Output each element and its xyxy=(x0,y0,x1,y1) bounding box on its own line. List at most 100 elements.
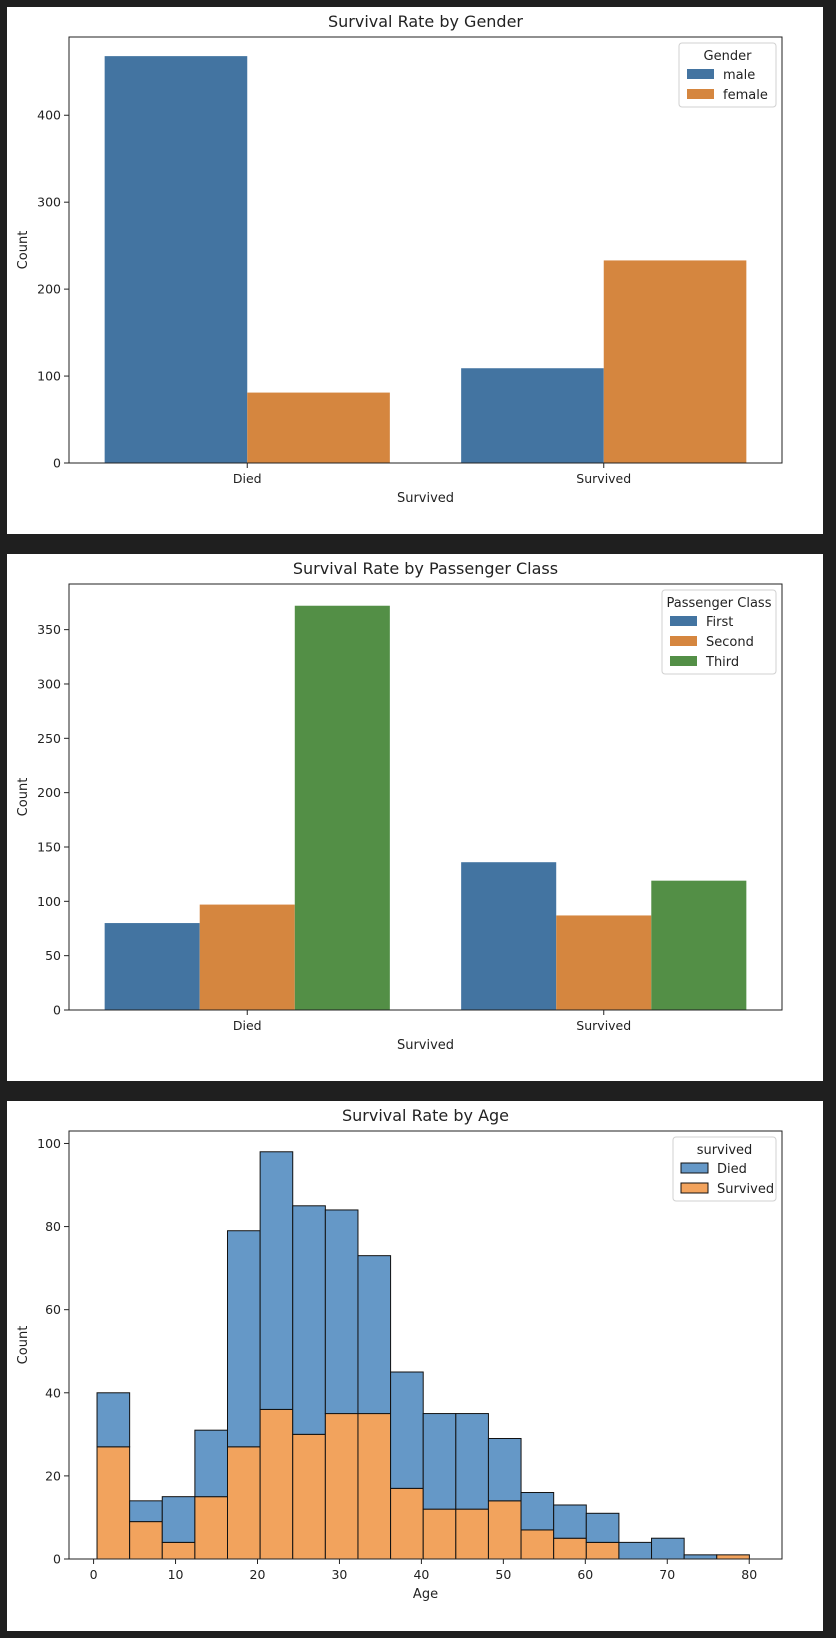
hist-bar-survived xyxy=(324,1413,359,1560)
hist-bar-survived xyxy=(422,1508,457,1560)
hist-bar-died xyxy=(194,1429,228,1498)
y-tick-label: 80 xyxy=(45,1219,61,1234)
plot-frame xyxy=(68,1130,783,1560)
hist-bar-died xyxy=(683,1554,718,1560)
legend: survived Died Survived xyxy=(672,1136,777,1202)
hist-bar-survived xyxy=(129,1521,163,1560)
hist-bar-died xyxy=(651,1537,685,1560)
hist-bar-died xyxy=(553,1504,587,1539)
y-tick-label: 250 xyxy=(37,731,61,746)
y-tick-label: 0 xyxy=(53,456,61,471)
y-axis-label: Count xyxy=(16,778,31,817)
x-tick-label: Survived xyxy=(576,1018,631,1033)
x-tick-label: 70 xyxy=(659,1567,675,1582)
bar-first-survived xyxy=(461,862,557,1010)
x-tick-label: 40 xyxy=(413,1567,429,1582)
x-tick-label: 20 xyxy=(250,1567,266,1582)
legend-swatch-died xyxy=(680,1162,709,1174)
class-bar-chart: Survival Rate by Passenger Class 0 50 100 15… xyxy=(16,559,783,1053)
x-tick-label: Died xyxy=(233,1018,262,1033)
hist-bar-survived xyxy=(716,1554,750,1560)
legend: Passenger Class First Second Third xyxy=(661,589,777,675)
legend-label-survived: Survived xyxy=(717,1182,774,1197)
hist-bar-died xyxy=(96,1392,131,1448)
hist-bar-survived xyxy=(357,1413,392,1560)
hist-bar-survived xyxy=(455,1508,489,1560)
hist-bar-died xyxy=(357,1255,392,1415)
hist-bar-survived xyxy=(96,1446,131,1560)
hist-bar-survived xyxy=(390,1487,424,1560)
legend-label-second: Second xyxy=(706,635,754,650)
hist-bar-died xyxy=(487,1437,522,1502)
x-tick-label: 60 xyxy=(577,1567,593,1582)
x-axis-label: Survived xyxy=(397,491,454,506)
legend-swatch-female xyxy=(687,89,714,99)
bar-second-survived xyxy=(556,915,652,1010)
legend-label-male: male xyxy=(723,68,755,83)
x-axis-label: Age xyxy=(413,1587,438,1602)
hist-bar-died xyxy=(292,1205,326,1435)
hist-bar-died xyxy=(585,1512,620,1543)
x-tick-label: 80 xyxy=(741,1567,757,1582)
y-tick-label: 20 xyxy=(45,1468,61,1483)
legend-title: survived xyxy=(697,1143,753,1158)
bar-female-died xyxy=(247,392,390,463)
y-tick-label: 300 xyxy=(37,676,61,691)
y-tick-label: 50 xyxy=(45,948,61,963)
chart-title: Survival Rate by Gender xyxy=(328,12,523,31)
plot-frame xyxy=(68,36,783,464)
y-tick-label: 300 xyxy=(37,195,61,210)
hist-bar-survived xyxy=(487,1500,522,1560)
hist-bar-survived xyxy=(520,1529,555,1560)
hist-bar-died xyxy=(455,1413,489,1510)
y-tick-label: 200 xyxy=(37,785,61,800)
hist-bar-died xyxy=(520,1492,555,1531)
chart-panel-age: Survival Rate by Age 0 20 40 60 80 100 0 10 20 30 4… xyxy=(7,1101,823,1631)
legend-swatch-first xyxy=(670,616,697,626)
legend-swatch-survived xyxy=(680,1182,709,1194)
x-tick-label: 0 xyxy=(90,1567,98,1582)
y-tick-label: 200 xyxy=(37,282,61,297)
gender-bar-chart: Survival Rate by Gender 0 100 200 300 400 Died… xyxy=(16,12,783,506)
hist-bar-survived xyxy=(585,1541,620,1560)
legend: Gender male female xyxy=(678,42,777,108)
x-tick-label: 30 xyxy=(331,1567,347,1582)
y-axis-label: Count xyxy=(16,1326,31,1365)
legend-label-third: Third xyxy=(705,655,739,670)
chart-title: Survival Rate by Age xyxy=(342,1106,509,1125)
bar-first-died xyxy=(104,923,200,1010)
bar-third-died xyxy=(294,605,390,1010)
chart-title: Survival Rate by Passenger Class xyxy=(293,559,558,578)
x-tick-label: 50 xyxy=(495,1567,511,1582)
legend-label-first: First xyxy=(706,615,733,630)
y-tick-label: 150 xyxy=(37,839,61,854)
x-axis-label: Survived xyxy=(397,1038,454,1053)
hist-bar-survived xyxy=(194,1496,228,1560)
hist-bar-survived xyxy=(292,1433,326,1560)
hist-bar-survived xyxy=(161,1541,196,1560)
legend-title: Passenger Class xyxy=(667,596,772,611)
age-histogram-chart: Survival Rate by Age 0 20 40 60 80 100 0 10 20 30 4… xyxy=(16,1106,783,1602)
hist-bar-survived xyxy=(226,1446,261,1560)
bar-male-died xyxy=(104,56,248,464)
x-tick-label: 10 xyxy=(168,1567,184,1582)
bar-male-survived xyxy=(461,368,604,463)
y-tick-label: 40 xyxy=(45,1385,61,1400)
hist-bar-survived xyxy=(553,1537,587,1560)
chart-panel-gender: Survival Rate by Gender 0 100 200 300 400 Died… xyxy=(7,7,823,534)
legend-label-female: female xyxy=(723,88,768,103)
legend-swatch-male xyxy=(687,69,714,79)
y-tick-label: 100 xyxy=(37,1136,61,1151)
y-tick-label: 100 xyxy=(37,894,61,909)
hist-bar-died xyxy=(226,1230,261,1448)
hist-bar-died xyxy=(129,1500,163,1523)
legend-swatch-second xyxy=(670,636,697,646)
hist-bar-died xyxy=(618,1541,653,1560)
legend-title: Gender xyxy=(704,49,753,64)
y-tick-label: 0 xyxy=(53,1003,61,1018)
bar-second-died xyxy=(199,904,295,1010)
bar-third-survived xyxy=(651,880,747,1010)
x-tick-label: Survived xyxy=(576,471,631,486)
y-tick-label: 350 xyxy=(37,622,61,637)
plot-frame xyxy=(68,583,783,1011)
